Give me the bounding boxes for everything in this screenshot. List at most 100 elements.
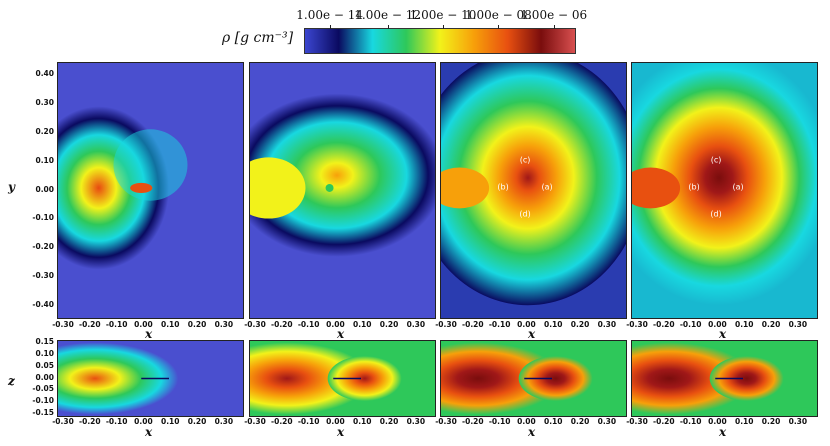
marker-a: (a) xyxy=(541,182,553,192)
x-axis-label: x xyxy=(337,327,345,341)
y-tick-label: 0.10 xyxy=(35,155,54,165)
x-tick-label: 0.00 xyxy=(708,417,727,426)
x-axis-label: x xyxy=(719,425,727,439)
x-tick-label: -0.10 xyxy=(297,320,320,329)
x-tick-label: -0.30 xyxy=(626,320,648,329)
x-tick-label: -0.20 xyxy=(462,417,484,426)
x-tick-label: -0.10 xyxy=(297,417,320,426)
colorbar-tick-label: 1.00e − 10 xyxy=(409,8,477,22)
marker-a: (a) xyxy=(732,182,744,192)
z-tick-label: -0.05 xyxy=(32,384,54,394)
x-tick-label: 0.10 xyxy=(734,417,754,426)
x-tick-label: 0.00 xyxy=(517,320,536,329)
x-tick-label: -0.10 xyxy=(679,320,702,329)
marker-b: (b) xyxy=(688,182,700,192)
x-tick-label: -0.30 xyxy=(435,417,457,426)
x-tick-label: 0.30 xyxy=(214,320,234,329)
x-tick-label: 0.20 xyxy=(187,417,207,426)
y-tick-label: -0.40 xyxy=(32,300,54,309)
colorbar-tick xyxy=(329,25,331,29)
x-tick-label: 0.30 xyxy=(788,320,808,329)
x-tick-label: -0.10 xyxy=(488,320,511,329)
x-tick-label: 0.00 xyxy=(326,417,345,426)
x-tick-label: 0.00 xyxy=(134,320,153,329)
density-map-xz-2 xyxy=(249,340,436,417)
colorbar-tick xyxy=(443,25,445,29)
x-tick-label: -0.10 xyxy=(488,417,511,426)
y-tick-label: -0.10 xyxy=(32,213,54,223)
x-tick-label: 0.20 xyxy=(187,320,207,329)
x-tick-label: -0.30 xyxy=(52,320,74,329)
x-tick-label: 0.10 xyxy=(160,417,180,426)
x-tick-label: -0.30 xyxy=(244,417,266,426)
y-tick-label: 0.30 xyxy=(35,97,54,107)
x-tick-label: 0.20 xyxy=(379,417,399,426)
x-tick-label: 0.20 xyxy=(761,320,781,329)
x-tick-label: 0.10 xyxy=(543,320,563,329)
x-tick-label: 0.30 xyxy=(597,320,617,329)
z-tick-label: 0.15 xyxy=(35,337,54,346)
x-axis-label: x xyxy=(337,425,345,439)
x-tick-label: -0.10 xyxy=(105,417,128,426)
x-tick-label: -0.30 xyxy=(626,417,648,426)
x-tick-label: 0.20 xyxy=(761,417,781,426)
z-tick-label: -0.15 xyxy=(32,408,54,417)
density-map-xz-4 xyxy=(631,340,818,417)
y-tick-label: 0.20 xyxy=(35,126,54,136)
density-map-xy-3 xyxy=(440,62,627,319)
x-tick-label: 0.00 xyxy=(134,417,153,426)
z-tick-label: 0.00 xyxy=(35,372,54,382)
x-axis-label: x xyxy=(528,327,536,341)
marker-d: (d) xyxy=(710,209,722,219)
x-tick-label: 0.00 xyxy=(708,320,727,329)
colorbar-tick-label: 1.00e − 14 xyxy=(296,8,364,22)
density-map-xz-1 xyxy=(57,340,244,417)
x-tick-label: -0.20 xyxy=(271,417,293,426)
y-tick-label: 0.00 xyxy=(35,184,54,194)
x-tick-label: 0.30 xyxy=(597,417,617,426)
density-map-xy-4 xyxy=(631,62,818,319)
y-tick-label: -0.30 xyxy=(32,271,54,281)
x-tick-label: 0.30 xyxy=(406,417,426,426)
x-tick-label: -0.20 xyxy=(79,417,101,426)
marker-b: (b) xyxy=(497,182,509,192)
x-axis-label: x xyxy=(719,327,727,341)
x-tick-label: 0.10 xyxy=(734,320,754,329)
x-tick-label: 0.10 xyxy=(352,320,372,329)
x-tick-label: 0.00 xyxy=(326,320,345,329)
x-tick-label: 0.20 xyxy=(570,320,590,329)
x-tick-label: -0.20 xyxy=(79,320,101,329)
colorbar-symbol: ρ [g cm⁻³] xyxy=(222,30,294,46)
density-map-xy-1 xyxy=(57,62,244,319)
x-axis-label: x xyxy=(528,425,536,439)
x-tick-label: 0.30 xyxy=(214,417,234,426)
marker-c: (c) xyxy=(710,155,722,165)
y-axis-label: y xyxy=(8,180,15,194)
x-tick-label: -0.30 xyxy=(435,320,457,329)
x-tick-label: 0.20 xyxy=(379,320,399,329)
colorbar-tick-label: 1.00e − 12 xyxy=(354,8,422,22)
x-tick-label: 0.10 xyxy=(160,320,180,329)
colorbar-tick-label: 1.00e − 06 xyxy=(520,8,588,22)
x-tick-label: -0.30 xyxy=(52,417,74,426)
colorbar-tick xyxy=(387,25,389,29)
x-tick-label: -0.10 xyxy=(105,320,128,329)
z-tick-label: 0.05 xyxy=(35,360,54,370)
marker-c: (c) xyxy=(519,155,531,165)
colorbar-tick xyxy=(498,25,500,29)
z-axis-label: z xyxy=(8,374,15,388)
x-tick-label: 0.00 xyxy=(517,417,536,426)
z-tick-label: -0.10 xyxy=(32,396,54,406)
density-colorbar xyxy=(304,28,576,54)
density-map-xy-2 xyxy=(249,62,436,319)
x-tick-label: -0.20 xyxy=(653,320,675,329)
x-tick-label: 0.10 xyxy=(352,417,372,426)
x-tick-label: -0.20 xyxy=(653,417,675,426)
colorbar-tick-label: 1.00e − 08 xyxy=(465,8,532,22)
y-tick-label: -0.20 xyxy=(32,242,54,252)
z-tick-label: 0.10 xyxy=(35,348,54,358)
x-tick-label: -0.20 xyxy=(271,320,293,329)
x-tick-label: 0.10 xyxy=(543,417,563,426)
x-tick-label: 0.30 xyxy=(788,417,808,426)
x-axis-label: x xyxy=(145,425,153,439)
